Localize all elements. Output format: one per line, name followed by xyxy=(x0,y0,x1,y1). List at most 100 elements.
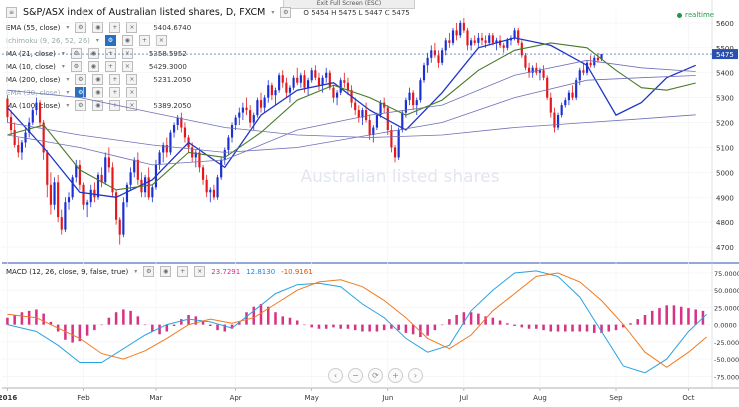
indicator-add-icon[interactable]: + xyxy=(109,22,121,33)
indicator-add-icon[interactable]: + xyxy=(104,61,116,72)
macd-hist-bar xyxy=(295,320,299,325)
indicator-add-icon[interactable]: + xyxy=(104,48,116,59)
zoom-in-icon[interactable]: + xyxy=(388,368,403,383)
macd-hist-bar xyxy=(56,324,60,332)
macd-hist-bar xyxy=(194,316,198,325)
indicator-add-icon[interactable]: + xyxy=(109,100,121,111)
macd-hist-bar xyxy=(600,324,603,333)
indicator-row[interactable]: MA (200, close) ▾ ⚙ ◉ + × 5231.2050 xyxy=(6,74,191,85)
indicator-visibility-icon[interactable]: ◉ xyxy=(92,22,104,33)
macd-hist-bar xyxy=(6,317,9,325)
macd-hist-bar xyxy=(172,324,176,326)
indicator-add-icon[interactable]: + xyxy=(109,87,121,98)
indicator-remove-icon[interactable]: × xyxy=(126,100,138,111)
indicator-label: EMA (30, close) xyxy=(6,88,61,97)
chevron-down-icon[interactable]: ▾ xyxy=(61,50,65,57)
macd-hist-bar xyxy=(27,310,31,325)
reset-icon[interactable]: ⟳ xyxy=(368,368,383,383)
settings-gear-icon[interactable]: ⚙ xyxy=(280,7,292,18)
candle-body xyxy=(582,70,585,73)
candle-body xyxy=(57,182,60,218)
candle-body xyxy=(354,102,357,111)
candle-body xyxy=(198,152,201,168)
indicator-remove-icon[interactable]: × xyxy=(126,87,138,98)
chevron-down-icon[interactable]: ▾ xyxy=(271,9,275,16)
indicator-remove-icon[interactable]: × xyxy=(155,35,167,46)
indicator-add-icon[interactable]: + xyxy=(177,266,189,277)
indicator-settings-icon[interactable]: ⚙ xyxy=(75,87,87,98)
macd-hist-bar xyxy=(701,310,705,325)
chevron-down-icon[interactable]: ▾ xyxy=(61,63,65,70)
chevron-down-icon[interactable]: ▾ xyxy=(66,102,70,109)
candle-body xyxy=(332,87,335,98)
indicator-row[interactable]: EMA (30, close) ▾ ⚙ ◉ + × xyxy=(6,87,138,98)
indicator-visibility-icon[interactable]: ◉ xyxy=(92,74,104,85)
chevron-down-icon[interactable]: ▾ xyxy=(134,268,138,275)
scroll-right-icon[interactable]: › xyxy=(408,368,423,383)
candle-body xyxy=(263,97,266,108)
indicator-remove-icon[interactable]: × xyxy=(121,61,133,72)
candle-body xyxy=(42,122,45,153)
indicator-remove-icon[interactable]: × xyxy=(121,48,133,59)
macd-hist-bar xyxy=(462,312,466,325)
indicator-visibility-icon[interactable]: ◉ xyxy=(92,87,104,98)
indicator-settings-icon[interactable]: ⚙ xyxy=(75,100,87,111)
indicator-settings-icon[interactable]: ⚙ xyxy=(143,266,155,277)
chevron-down-icon[interactable]: ▾ xyxy=(66,76,70,83)
candle-body xyxy=(575,80,578,98)
candle-body xyxy=(451,30,455,43)
macd-line xyxy=(7,272,707,368)
macd-hist-bar xyxy=(346,324,350,329)
indicator-settings-icon[interactable]: ⚙ xyxy=(75,74,87,85)
macd-hist-bar xyxy=(513,324,516,326)
indicator-row[interactable]: Ichimoku (9, 26, 52, 26) ▾ ⚙ ◉ + × xyxy=(6,35,167,46)
indicator-row[interactable]: MA (10, close) ▾ ⚙ ◉ + × 5429.3000 xyxy=(6,61,187,72)
macd-tick-label: -25.0000 xyxy=(714,339,739,347)
macd-hist-bar xyxy=(404,324,408,333)
indicator-settings-icon[interactable]: ⚙ xyxy=(75,22,87,33)
indicator-row[interactable]: MA (21, close) ▾ ⚙ ◉ + × 5358.5952 xyxy=(6,48,187,59)
candle-body xyxy=(585,62,589,73)
indicator-add-icon[interactable]: + xyxy=(138,35,150,46)
candle-body xyxy=(78,164,81,185)
candle-body xyxy=(104,157,107,183)
indicator-remove-icon[interactable]: × xyxy=(126,22,138,33)
candle-body xyxy=(470,40,473,46)
candle-body xyxy=(303,75,306,88)
time-tick-label: Sep xyxy=(609,394,623,402)
candle-body xyxy=(13,130,16,145)
indicator-settings-icon[interactable]: ⚙ xyxy=(70,61,82,72)
macd-hist-bar xyxy=(223,324,227,332)
indicator-visibility-icon[interactable]: ◉ xyxy=(87,61,99,72)
candle-body xyxy=(165,144,168,153)
candle-body xyxy=(412,92,415,106)
scroll-left-icon[interactable]: ‹ xyxy=(328,368,343,383)
chevron-down-icon[interactable]: ▾ xyxy=(95,37,99,44)
symbol-menu-icon[interactable]: ≡ xyxy=(6,7,17,18)
chevron-down-icon[interactable]: ▾ xyxy=(66,89,70,96)
indicator-visibility-icon[interactable]: ◉ xyxy=(92,100,104,111)
macd-hist-bar xyxy=(469,312,473,325)
indicator-row[interactable]: MA (100, close) ▾ ⚙ ◉ + × 5389.2050 xyxy=(6,100,191,111)
candle-body xyxy=(444,40,447,51)
candle-body xyxy=(480,37,484,41)
macd-hist-bar xyxy=(687,308,690,325)
macd-tick-label: 50.0000 xyxy=(714,287,739,295)
chevron-down-icon[interactable]: ▾ xyxy=(66,24,70,31)
indicator-row[interactable]: EMA (55, close) ▾ ⚙ ◉ + × 5404.6740 xyxy=(6,22,191,33)
indicator-visibility-icon[interactable]: ◉ xyxy=(160,266,172,277)
macd-tick-label: 25.0000 xyxy=(714,304,739,312)
candle-body xyxy=(172,125,176,133)
indicator-visibility-icon[interactable]: ◉ xyxy=(121,35,133,46)
indicator-add-icon[interactable]: + xyxy=(109,74,121,85)
exit-fullscreen-button[interactable]: Exit Full Screen (ESC) xyxy=(283,0,415,9)
candle-body xyxy=(46,152,49,185)
indicator-remove-icon[interactable]: × xyxy=(126,74,138,85)
price-tick-label: 4800 xyxy=(716,219,734,227)
indicator-settings-icon[interactable]: ⚙ xyxy=(104,35,116,46)
indicator-visibility-icon[interactable]: ◉ xyxy=(87,48,99,59)
indicator-remove-icon[interactable]: × xyxy=(194,266,206,277)
indicator-settings-icon[interactable]: ⚙ xyxy=(70,48,82,59)
candle-body xyxy=(509,37,513,41)
zoom-out-icon[interactable]: − xyxy=(348,368,363,383)
